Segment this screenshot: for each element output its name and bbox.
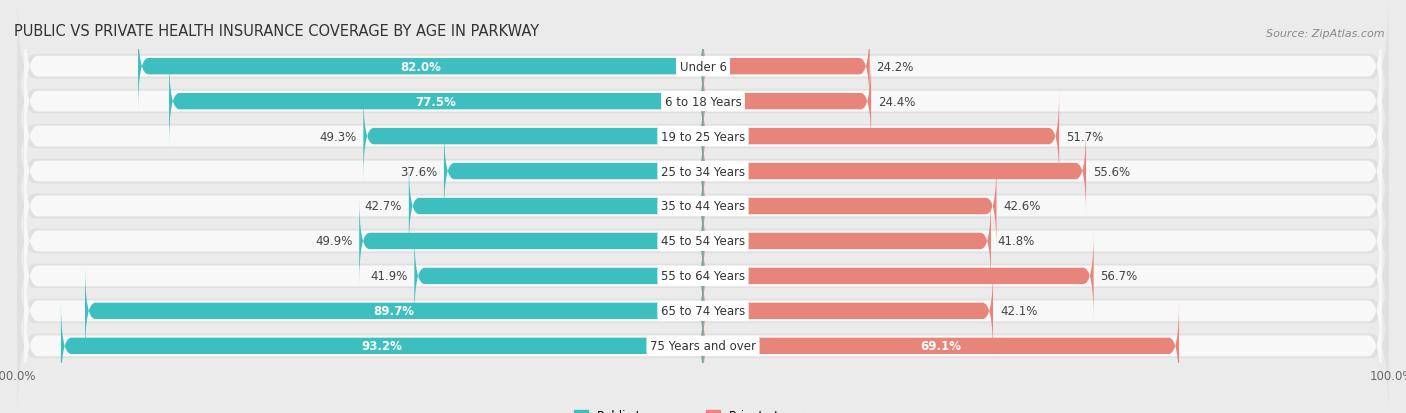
FancyBboxPatch shape <box>24 112 1382 231</box>
Text: 55 to 64 Years: 55 to 64 Years <box>661 270 745 283</box>
FancyBboxPatch shape <box>24 252 1382 370</box>
Text: 56.7%: 56.7% <box>1101 270 1137 283</box>
FancyBboxPatch shape <box>703 128 1085 216</box>
Text: 6 to 18 Years: 6 to 18 Years <box>665 95 741 108</box>
Text: 82.0%: 82.0% <box>401 61 441 74</box>
FancyBboxPatch shape <box>415 232 703 320</box>
FancyBboxPatch shape <box>24 182 1382 301</box>
FancyBboxPatch shape <box>24 8 1382 126</box>
Text: 69.1%: 69.1% <box>921 339 962 352</box>
FancyBboxPatch shape <box>17 236 1389 386</box>
FancyBboxPatch shape <box>17 62 1389 212</box>
FancyBboxPatch shape <box>17 201 1389 351</box>
FancyBboxPatch shape <box>169 58 703 146</box>
Text: 19 to 25 Years: 19 to 25 Years <box>661 130 745 143</box>
Text: 25 to 34 Years: 25 to 34 Years <box>661 165 745 178</box>
FancyBboxPatch shape <box>703 232 1094 320</box>
FancyBboxPatch shape <box>17 131 1389 282</box>
FancyBboxPatch shape <box>24 43 1382 161</box>
Text: 49.3%: 49.3% <box>319 130 357 143</box>
FancyBboxPatch shape <box>17 166 1389 316</box>
Text: 89.7%: 89.7% <box>374 305 415 318</box>
FancyBboxPatch shape <box>703 162 997 251</box>
FancyBboxPatch shape <box>84 267 703 355</box>
FancyBboxPatch shape <box>24 147 1382 266</box>
Text: 41.8%: 41.8% <box>998 235 1035 248</box>
Text: 24.2%: 24.2% <box>876 61 914 74</box>
FancyBboxPatch shape <box>363 93 703 181</box>
FancyBboxPatch shape <box>60 302 703 390</box>
FancyBboxPatch shape <box>17 97 1389 247</box>
FancyBboxPatch shape <box>703 197 991 285</box>
Legend: Public Insurance, Private Insurance: Public Insurance, Private Insurance <box>569 404 837 413</box>
FancyBboxPatch shape <box>703 23 870 111</box>
Text: Source: ZipAtlas.com: Source: ZipAtlas.com <box>1267 29 1385 39</box>
FancyBboxPatch shape <box>703 302 1180 390</box>
Text: 75 Years and over: 75 Years and over <box>650 339 756 352</box>
Text: 93.2%: 93.2% <box>361 339 402 352</box>
FancyBboxPatch shape <box>703 267 993 355</box>
FancyBboxPatch shape <box>409 162 703 251</box>
Text: 41.9%: 41.9% <box>370 270 408 283</box>
FancyBboxPatch shape <box>444 128 703 216</box>
Text: 42.1%: 42.1% <box>1000 305 1038 318</box>
FancyBboxPatch shape <box>17 0 1389 142</box>
FancyBboxPatch shape <box>24 287 1382 405</box>
FancyBboxPatch shape <box>24 78 1382 196</box>
Text: 45 to 54 Years: 45 to 54 Years <box>661 235 745 248</box>
FancyBboxPatch shape <box>703 58 872 146</box>
FancyBboxPatch shape <box>24 217 1382 335</box>
Text: 42.7%: 42.7% <box>364 200 402 213</box>
Text: 37.6%: 37.6% <box>399 165 437 178</box>
Text: 77.5%: 77.5% <box>416 95 457 108</box>
Text: 49.9%: 49.9% <box>315 235 353 248</box>
Text: 65 to 74 Years: 65 to 74 Years <box>661 305 745 318</box>
FancyBboxPatch shape <box>17 271 1389 413</box>
FancyBboxPatch shape <box>138 23 703 111</box>
FancyBboxPatch shape <box>703 93 1059 181</box>
Text: PUBLIC VS PRIVATE HEALTH INSURANCE COVERAGE BY AGE IN PARKWAY: PUBLIC VS PRIVATE HEALTH INSURANCE COVER… <box>14 24 538 39</box>
Text: 55.6%: 55.6% <box>1092 165 1130 178</box>
Text: Under 6: Under 6 <box>679 61 727 74</box>
Text: 42.6%: 42.6% <box>1004 200 1040 213</box>
FancyBboxPatch shape <box>359 197 703 285</box>
Text: 35 to 44 Years: 35 to 44 Years <box>661 200 745 213</box>
Text: 51.7%: 51.7% <box>1066 130 1104 143</box>
FancyBboxPatch shape <box>17 27 1389 177</box>
Text: 24.4%: 24.4% <box>877 95 915 108</box>
